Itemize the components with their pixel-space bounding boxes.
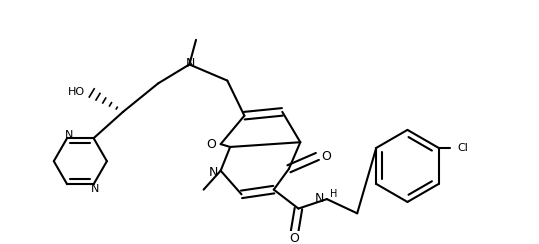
Text: HO: HO [68, 87, 85, 97]
Text: N: N [185, 57, 195, 70]
Text: O: O [289, 233, 300, 244]
Text: Cl: Cl [458, 143, 468, 153]
Text: N: N [209, 166, 218, 179]
Text: O: O [321, 150, 331, 163]
Text: H: H [330, 189, 337, 199]
Text: N: N [315, 192, 324, 205]
Text: N: N [65, 130, 73, 140]
Text: N: N [91, 184, 100, 194]
Text: O: O [206, 138, 216, 151]
